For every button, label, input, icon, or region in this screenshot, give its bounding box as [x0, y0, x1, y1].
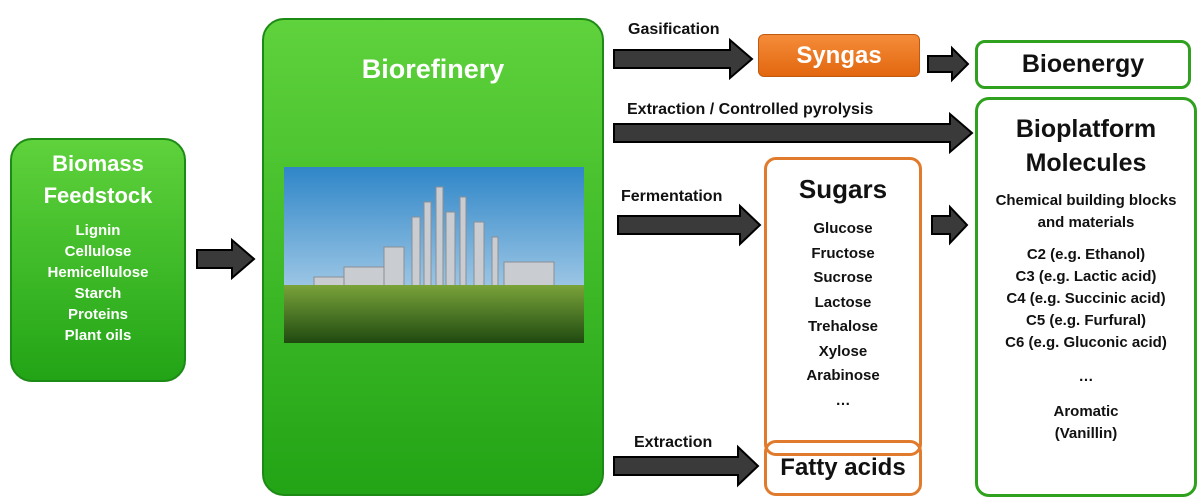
arrow [614, 114, 972, 152]
refinery-image [284, 167, 584, 343]
list-item: Trehalose [806, 315, 879, 340]
list-item: Glucose [806, 217, 879, 242]
syngas-title: Syngas [796, 42, 881, 70]
arrow [197, 240, 254, 278]
bioenergy-title: Bioenergy [1022, 50, 1144, 79]
sugars-title: Sugars [799, 174, 887, 205]
bioplatform-title: Bioplatform Molecules [991, 112, 1181, 180]
bioplatform-last: Aromatic (Vanillin) [1031, 401, 1141, 445]
list-item: Sucrose [806, 266, 879, 291]
bioenergy-box: Bioenergy [975, 40, 1191, 89]
bioplatform-list: C2 (e.g. Ethanol)C3 (e.g. Lactic acid)C4… [1005, 244, 1167, 354]
biomass-title: Biomass Feedstock [38, 148, 158, 212]
syngas-box: Syngas [758, 34, 920, 77]
list-item: Starch [48, 283, 149, 304]
list-item: C2 (e.g. Ethanol) [1005, 244, 1167, 266]
biorefinery-title: Biorefinery [362, 54, 505, 85]
ellipsis: … [1079, 368, 1094, 385]
list-item: … [806, 389, 879, 414]
process-label: Fermentation [621, 188, 722, 206]
process-label: Extraction / Controlled pyrolysis [627, 101, 873, 119]
fatty-acids-box: Fatty acids [764, 440, 922, 496]
list-item: C5 (e.g. Furfural) [1005, 310, 1167, 332]
process-label: Extraction [634, 434, 712, 452]
biorefinery-box: Biorefinery [262, 18, 604, 496]
list-item: Cellulose [48, 241, 149, 262]
arrow [932, 207, 967, 243]
list-item: C3 (e.g. Lactic acid) [1005, 266, 1167, 288]
fatty-acids-title: Fatty acids [780, 454, 905, 482]
bioplatform-box: Bioplatform Molecules Chemical building … [975, 97, 1197, 497]
list-item: Lactose [806, 291, 879, 316]
arrow [614, 40, 752, 78]
page: Biomass Feedstock LigninCelluloseHemicel… [0, 0, 1198, 498]
list-item: Fructose [806, 242, 879, 267]
list-item: Xylose [806, 340, 879, 365]
list-item: C4 (e.g. Succinic acid) [1005, 288, 1167, 310]
process-label: Gasification [628, 21, 720, 39]
list-item: Arabinose [806, 364, 879, 389]
list-item: Plant oils [48, 325, 149, 346]
arrow [614, 447, 758, 485]
list-item: C6 (e.g. Gluconic acid) [1005, 332, 1167, 354]
list-item: Proteins [48, 304, 149, 325]
arrow [618, 206, 760, 244]
bioplatform-subtitle: Chemical building blocks and materials [991, 190, 1181, 234]
list-item: Lignin [48, 220, 149, 241]
arrow [928, 48, 968, 80]
list-item: Hemicellulose [48, 262, 149, 283]
